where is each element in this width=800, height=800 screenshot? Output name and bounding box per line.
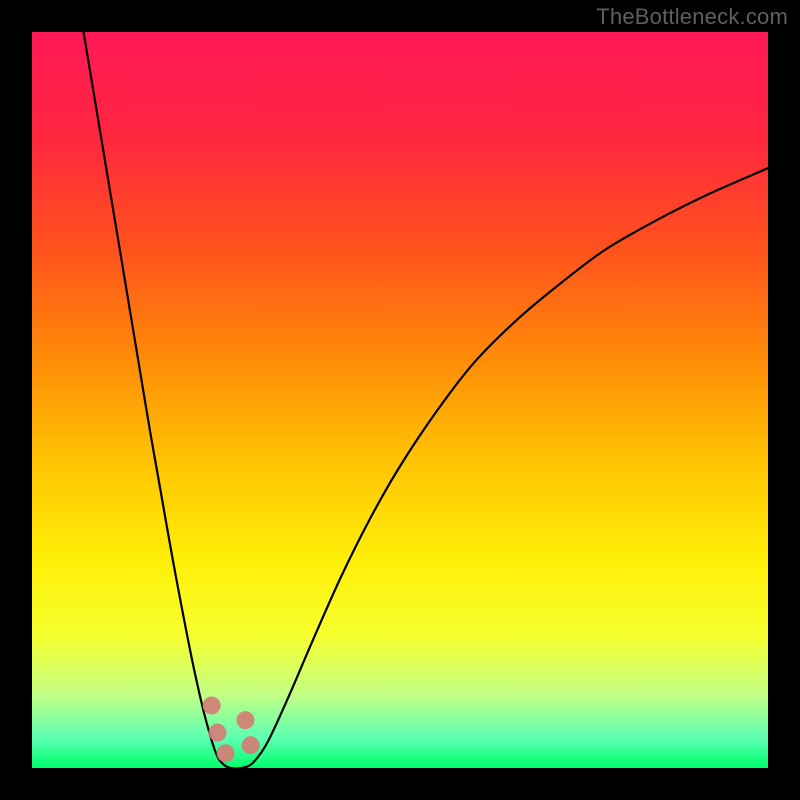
marker-point — [203, 696, 221, 714]
marker-point — [242, 736, 260, 754]
watermark-text: TheBottleneck.com — [596, 4, 788, 30]
chart-container: TheBottleneck.com — [0, 0, 800, 800]
marker-point — [217, 744, 235, 762]
gradient-plot-area — [32, 32, 768, 768]
bottleneck-chart — [0, 0, 800, 800]
marker-point — [236, 711, 254, 729]
marker-point — [208, 724, 226, 742]
